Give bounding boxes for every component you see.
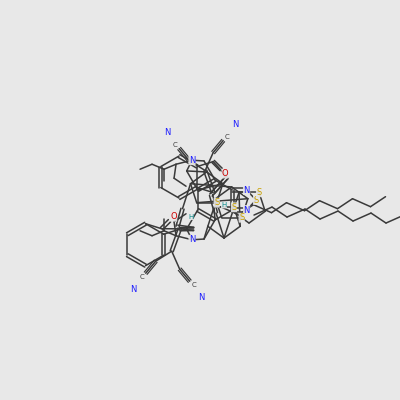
- Text: O: O: [170, 212, 177, 221]
- Text: C: C: [139, 274, 144, 280]
- Text: N: N: [189, 235, 195, 244]
- Text: N: N: [164, 128, 170, 137]
- Text: S: S: [239, 213, 244, 222]
- Text: N: N: [243, 186, 250, 194]
- Text: S: S: [254, 196, 259, 204]
- Text: S: S: [256, 188, 262, 197]
- Text: H: H: [188, 214, 193, 220]
- Text: C: C: [191, 282, 196, 288]
- Text: H: H: [221, 202, 227, 208]
- Text: N: N: [130, 285, 137, 294]
- Text: C: C: [225, 134, 230, 140]
- Text: N: N: [243, 206, 250, 214]
- Text: N: N: [189, 156, 195, 165]
- Text: O: O: [222, 169, 228, 178]
- Text: N: N: [232, 120, 238, 129]
- Text: S: S: [231, 203, 237, 212]
- Text: N: N: [198, 293, 205, 302]
- Text: C: C: [173, 142, 178, 148]
- Text: S: S: [214, 198, 219, 207]
